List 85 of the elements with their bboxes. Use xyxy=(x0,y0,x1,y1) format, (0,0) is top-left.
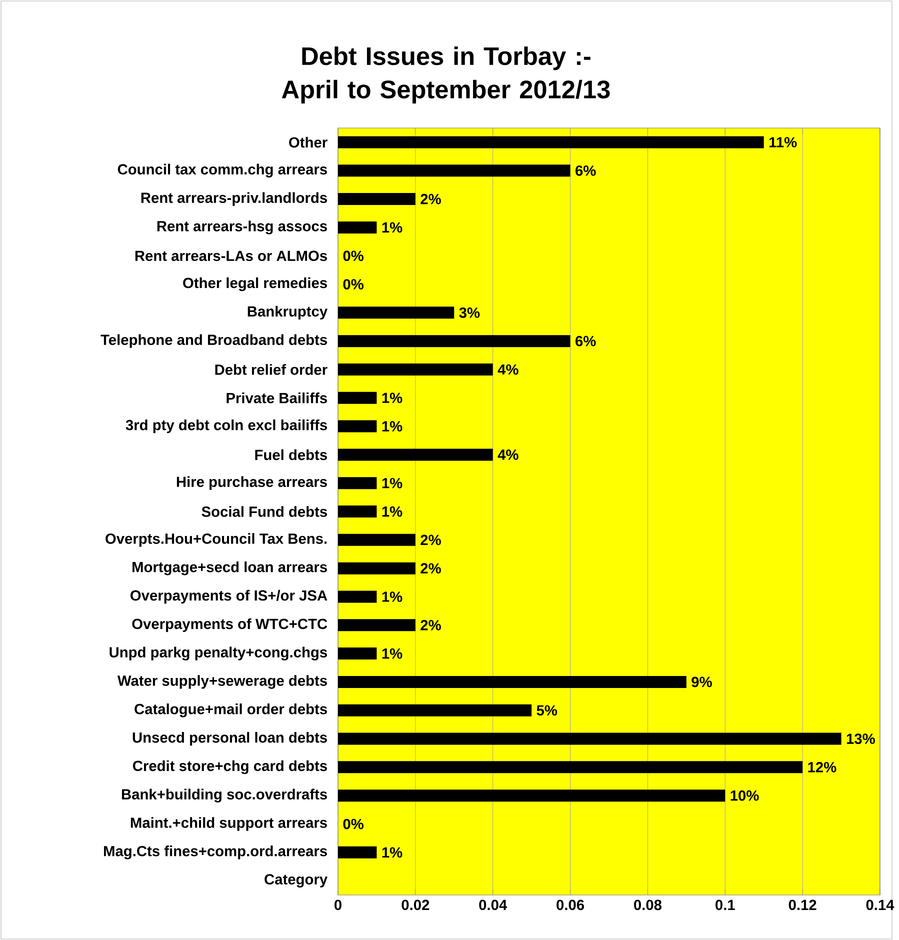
data-label: 0% xyxy=(343,279,364,290)
x-tick-label: 0.02 xyxy=(402,900,430,910)
data-label: 1% xyxy=(382,506,402,517)
data-label: 3% xyxy=(459,307,480,318)
data-label: 4% xyxy=(498,364,519,375)
data-label: 1% xyxy=(382,478,402,488)
chart-title: Debt Issues in Torbay :- April to September 2012/13 xyxy=(282,46,610,104)
y-tick-label: Private Bailiffs xyxy=(226,392,328,404)
bar xyxy=(338,477,377,490)
y-tick-label: Unpd parkg penalty+cong.chgs xyxy=(110,646,328,660)
data-label: 1% xyxy=(382,421,402,432)
bar xyxy=(338,761,803,774)
data-label: 1% xyxy=(382,392,402,404)
data-label: 4% xyxy=(498,450,519,460)
x-tick-label: 0.1 xyxy=(716,900,736,910)
y-tick-label: Fuel debts xyxy=(255,449,328,460)
x-tick-label: 0.14 xyxy=(866,900,894,910)
data-label: 13% xyxy=(847,734,876,744)
bar xyxy=(338,335,570,348)
bar xyxy=(338,363,493,376)
bar xyxy=(338,732,842,745)
bar xyxy=(338,136,764,148)
bar xyxy=(338,704,532,716)
bar xyxy=(338,164,570,177)
bar xyxy=(338,590,377,603)
bar xyxy=(338,420,377,432)
y-tick-label: Bankruptcy xyxy=(248,306,328,320)
bar xyxy=(338,221,377,234)
y-tick-label: Rent arrears-hsg assocs xyxy=(158,220,328,234)
data-label: 2% xyxy=(420,534,442,546)
bar xyxy=(338,648,377,660)
x-tick-label: 0.06 xyxy=(556,900,584,910)
data-label: 10% xyxy=(730,790,759,801)
y-tick-label: Overpayments of WTC+CTC xyxy=(132,618,328,632)
y-tick-label: Unsecd personal loan debts xyxy=(133,732,328,746)
bar xyxy=(338,448,493,461)
y-tick-label: Water supply+sewerage debts xyxy=(118,675,328,689)
y-tick-label: Telephone and Broadband debts xyxy=(100,334,328,348)
data-label: 9% xyxy=(692,676,712,688)
bar xyxy=(338,562,416,574)
bar xyxy=(338,790,726,802)
x-tick-label: 0.04 xyxy=(479,900,508,910)
data-label: 12% xyxy=(808,762,836,772)
bar xyxy=(338,676,687,688)
data-label: 11% xyxy=(770,137,797,148)
y-tick-label: Mag.Cts fines+comp.ord.arrears xyxy=(104,846,328,860)
y-tick-label: Social Fund debts xyxy=(202,506,328,517)
y-tick-label: 3rd pty debt coln excl bailiffs xyxy=(126,419,328,434)
data-label: 2% xyxy=(420,620,442,630)
y-tick-label: Overpayments of IS+/or JSA xyxy=(130,590,328,604)
y-tick-label: Hire purchase arrears xyxy=(177,476,328,490)
bar xyxy=(338,534,416,546)
data-label: 5% xyxy=(536,705,558,716)
bar xyxy=(338,619,416,632)
bar xyxy=(338,306,454,319)
y-tick-label: Rent arrears-LAs or ALMOs xyxy=(136,250,328,262)
y-tick-label: Credit store+chg card debts xyxy=(133,760,328,774)
data-label: 6% xyxy=(576,165,596,176)
y-tick-label: Overpts.Hou+Council Tax Bens. xyxy=(106,533,327,547)
y-tick-label: Other xyxy=(289,136,328,148)
data-label: 6% xyxy=(576,336,596,346)
data-label: 2% xyxy=(420,563,442,574)
y-tick-label: Rent arrears-priv.landlords xyxy=(142,192,328,206)
y-tick-label: Maint.+child support arrears xyxy=(131,817,328,831)
data-label: 1% xyxy=(382,847,402,858)
data-label: 1% xyxy=(382,222,402,233)
x-tick-label: 0.08 xyxy=(634,900,662,910)
data-label: 1% xyxy=(382,592,402,602)
y-tick-label: Other legal remedies xyxy=(183,277,328,292)
data-label: 0% xyxy=(343,250,364,262)
data-label: 2% xyxy=(420,194,442,204)
y-tick-label: Mortgage+secd loan arrears xyxy=(132,561,328,576)
bar xyxy=(338,392,377,404)
x-tick-label: 0.12 xyxy=(789,900,816,910)
x-tick-label: 0 xyxy=(334,900,342,910)
y-tick-label: Category xyxy=(264,874,328,888)
data-label: 0% xyxy=(343,818,364,830)
bar xyxy=(338,193,416,206)
data-label: 1% xyxy=(382,648,402,659)
bar xyxy=(338,506,377,518)
y-tick-label: Catalogue+mail order debts xyxy=(134,704,328,718)
y-tick-label: Bank+building soc.overdrafts xyxy=(122,788,328,802)
y-tick-label: Council tax comm.chg arrears xyxy=(118,164,328,178)
y-tick-label: Debt relief order xyxy=(215,364,328,375)
bar xyxy=(338,846,377,858)
